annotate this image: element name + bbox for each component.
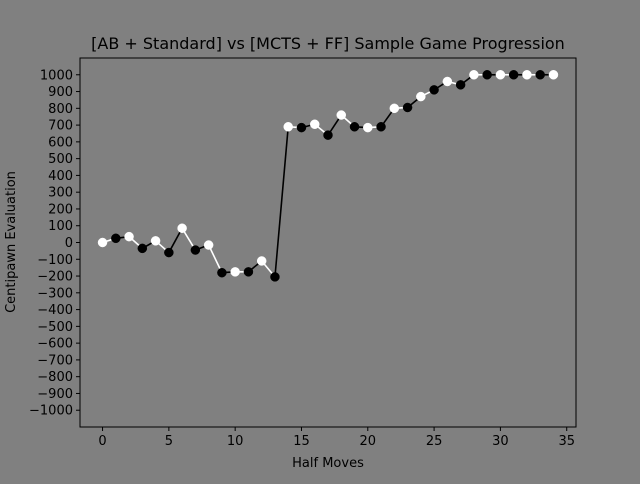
y-tick-label: −200 <box>37 270 73 285</box>
x-tick-label: 15 <box>293 434 310 449</box>
y-tick-label: −100 <box>37 253 73 268</box>
data-point <box>97 237 108 248</box>
data-point <box>482 70 492 80</box>
data-point <box>164 247 174 258</box>
y-tick-label: 400 <box>48 169 73 184</box>
data-point <box>270 272 280 282</box>
data-point <box>402 102 413 113</box>
data-point <box>283 122 293 132</box>
data-point <box>309 119 320 130</box>
x-tick-label: 5 <box>165 434 173 449</box>
data-points <box>97 70 559 282</box>
data-point <box>124 231 134 242</box>
data-point <box>177 223 187 233</box>
y-tick-label: −600 <box>37 337 73 352</box>
data-point <box>217 267 227 278</box>
axes: 0 5 10 15 20 25 30 35−1000−900−800−700−600−500−… <box>29 57 577 449</box>
y-axis-label: Centipawn Evaluation <box>4 171 19 313</box>
data-point <box>376 122 386 132</box>
y-tick-label: 700 <box>48 119 73 134</box>
x-tick-label: 10 <box>227 434 244 449</box>
line-segment <box>274 126 290 277</box>
y-tick-label: 500 <box>48 152 73 167</box>
line-segment <box>207 244 223 274</box>
data-point <box>455 80 466 90</box>
y-tick-label: −300 <box>37 286 73 301</box>
x-tick-label: 0 <box>98 434 106 449</box>
y-tick-label: 900 <box>48 85 73 100</box>
data-point <box>429 85 439 95</box>
data-point <box>349 122 360 132</box>
data-point <box>230 267 240 277</box>
y-tick-label: 200 <box>48 202 73 217</box>
chart-title: [AB + Standard] vs [MCTS + FF] Sample Ga… <box>91 34 565 53</box>
y-tick-label: −500 <box>37 320 73 335</box>
data-point <box>111 233 121 244</box>
y-tick-label: −700 <box>37 353 73 368</box>
x-tick-label: 30 <box>492 434 509 449</box>
y-tick-label: −900 <box>37 387 73 402</box>
data-point <box>150 236 161 246</box>
x-tick-label: 35 <box>558 434 575 449</box>
y-tick-label: 300 <box>48 186 73 201</box>
data-point <box>416 91 426 102</box>
y-tick-label: −800 <box>37 370 73 385</box>
data-point <box>243 267 254 277</box>
data-point <box>256 256 267 266</box>
x-axis-label: Half Moves <box>292 456 364 471</box>
y-tick-label: 100 <box>48 219 73 234</box>
data-point <box>508 70 519 80</box>
data-point <box>323 130 333 140</box>
y-tick-label: −1000 <box>29 404 73 419</box>
data-point <box>495 70 506 80</box>
data-point <box>137 243 148 254</box>
data-point <box>203 240 214 250</box>
x-tick-label: 20 <box>360 434 377 449</box>
data-point <box>363 122 373 133</box>
y-tick-label: 0 <box>65 236 73 251</box>
y-tick-label: −400 <box>37 303 73 318</box>
y-tick-label: 800 <box>48 102 73 117</box>
data-point <box>442 76 453 87</box>
y-tick-label: 600 <box>48 135 73 150</box>
data-point <box>535 70 545 80</box>
data-point <box>548 70 559 80</box>
data-point <box>522 70 532 80</box>
line-segments <box>102 73 554 278</box>
data-point <box>190 245 201 255</box>
x-tick-label: 25 <box>426 434 443 449</box>
data-point <box>389 103 400 114</box>
data-point <box>336 110 347 120</box>
data-point <box>296 122 307 133</box>
data-point <box>469 70 479 80</box>
y-tick-label: 1000 <box>40 68 73 83</box>
